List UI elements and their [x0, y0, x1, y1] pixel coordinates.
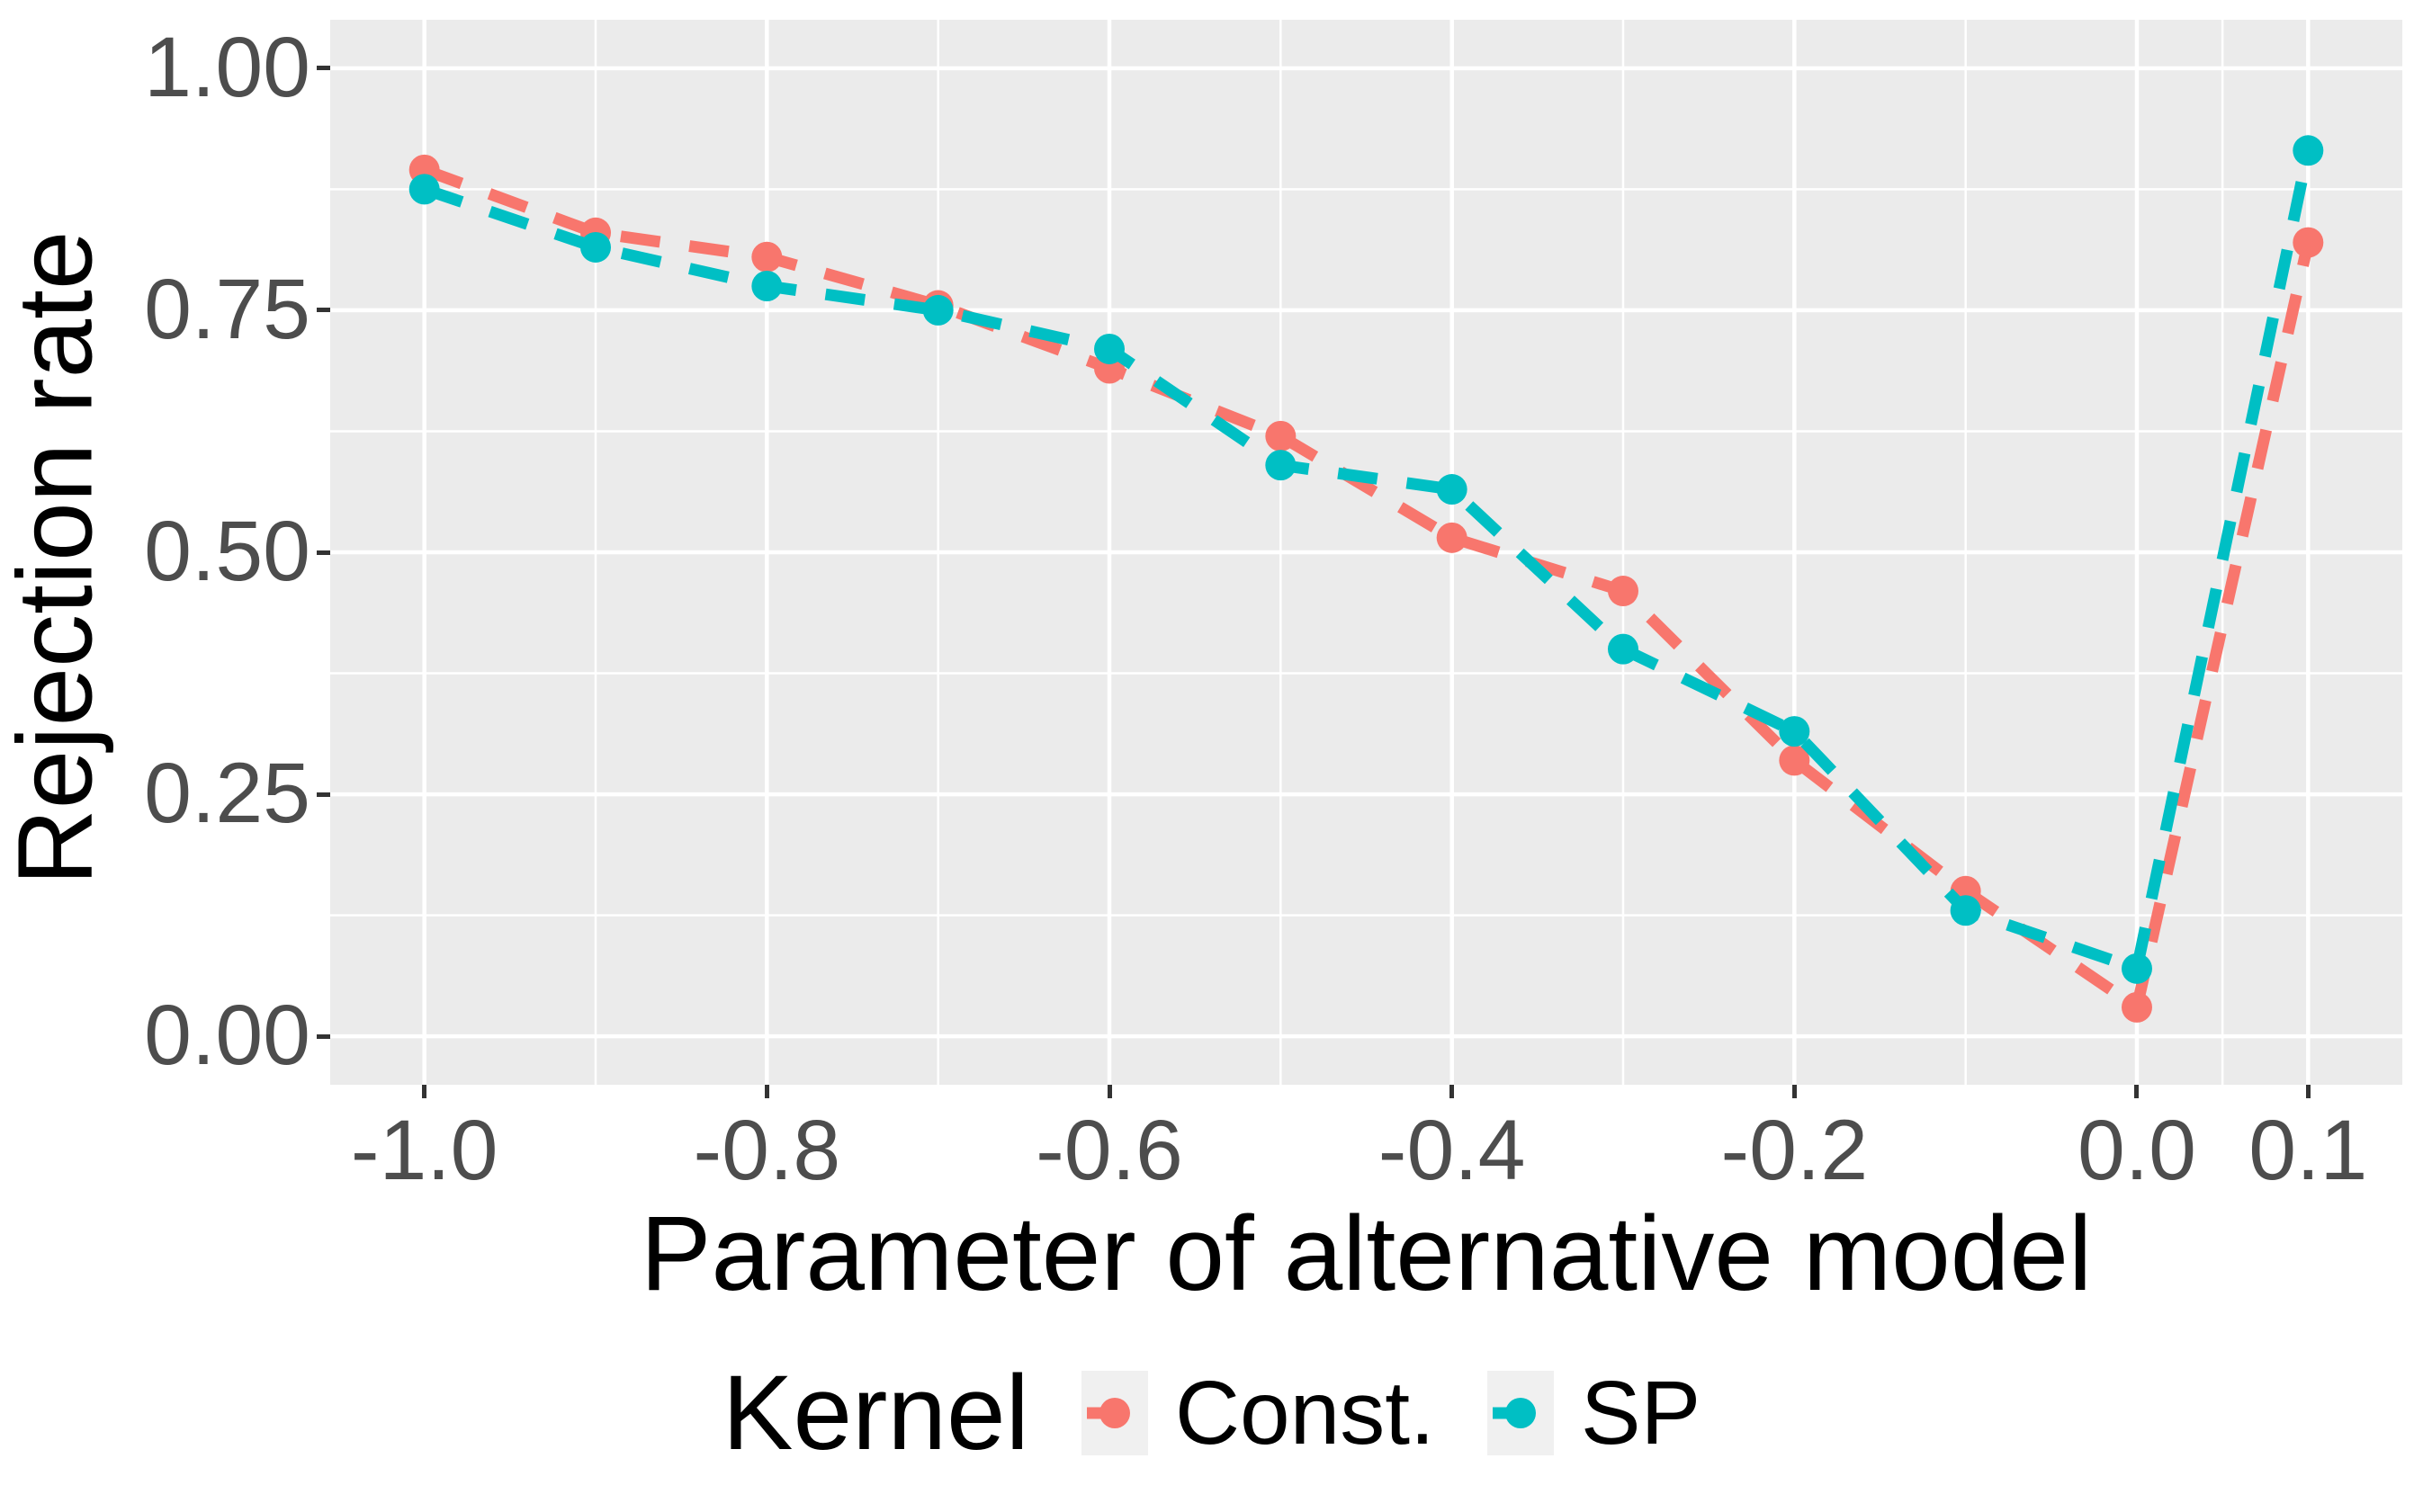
data-point: [751, 271, 783, 301]
series-line: [422, 148, 2314, 977]
y-tick-label: 0.75: [144, 261, 310, 357]
data-point: [1950, 895, 1981, 926]
y-tick-mark: [317, 308, 330, 313]
x-tick-mark: [422, 1085, 427, 1098]
x-tick-label: -1.0: [350, 1103, 498, 1198]
data-point: [1094, 333, 1126, 364]
x-tick-label: 0.1: [2248, 1103, 2368, 1198]
legend-item: Const.: [1081, 1362, 1435, 1465]
data-point: [1265, 420, 1297, 452]
x-tick-label: 0.0: [2077, 1103, 2197, 1198]
series-line: [422, 164, 2314, 1017]
x-tick-label: -0.6: [1036, 1103, 1183, 1198]
data-point: [1436, 522, 1467, 553]
y-tick-mark: [317, 550, 330, 555]
x-tick-label: -0.2: [1720, 1103, 1869, 1198]
y-tick-label: 0.00: [144, 988, 310, 1084]
x-tick-mark: [1449, 1085, 1455, 1098]
y-tick-mark: [317, 792, 330, 797]
data-point: [922, 294, 954, 326]
y-tick-label: 0.50: [144, 504, 310, 599]
data-point: [751, 241, 783, 273]
data-point: [2293, 135, 2324, 166]
data-point: [1265, 450, 1297, 481]
legend-item: SP: [1486, 1362, 1701, 1465]
legend-key-sp: [1486, 1371, 1554, 1455]
y-axis-title: Rejection rate: [0, 230, 115, 886]
data-point: [2121, 953, 2152, 984]
y-tick-label: 0.25: [144, 746, 310, 842]
y-tick-label: 1.00: [144, 19, 310, 115]
x-tick-mark: [1791, 1085, 1797, 1098]
x-tick-label: -0.8: [693, 1103, 841, 1198]
data-point: [1607, 576, 1638, 607]
data-point: [408, 174, 440, 205]
legend-title: Kernel: [722, 1354, 1029, 1472]
legend-point-icon: [1504, 1398, 1536, 1428]
y-tick-mark: [317, 1033, 330, 1039]
data-point: [1779, 716, 1810, 747]
legend-label: SP: [1580, 1362, 1701, 1463]
data-point: [1436, 474, 1467, 505]
data-point: [2293, 227, 2324, 258]
x-tick-mark: [2305, 1085, 2311, 1098]
data-point: [1779, 745, 1810, 776]
x-tick-mark: [1107, 1085, 1112, 1098]
plot-area: [330, 20, 2402, 1085]
legend-label: Const.: [1174, 1362, 1435, 1463]
plot-svg: [330, 20, 2402, 1085]
x-tick-label: -0.4: [1378, 1103, 1526, 1198]
data-point: [580, 231, 612, 263]
data-point: [1607, 633, 1638, 665]
x-axis-title: Parameter of alternative model: [640, 1194, 2093, 1313]
legend-key-const: [1081, 1371, 1148, 1455]
y-tick-mark: [317, 66, 330, 71]
data-point: [2121, 991, 2152, 1023]
x-tick-mark: [2134, 1085, 2140, 1098]
legend: Kernel Const. SP: [0, 1346, 2423, 1481]
legend-point-icon: [1099, 1398, 1130, 1428]
x-tick-mark: [764, 1085, 769, 1098]
